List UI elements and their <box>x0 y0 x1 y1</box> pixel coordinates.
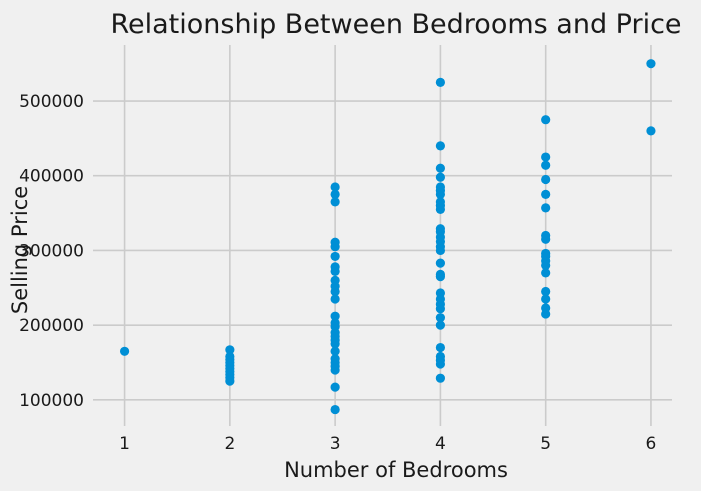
data-point <box>330 382 340 392</box>
data-point <box>541 294 551 304</box>
y-tick-label: 200000 <box>19 316 84 336</box>
data-point <box>435 320 445 330</box>
data-point <box>541 248 551 259</box>
y-tick-labels: 100000 200000 300000 400000 500000 <box>19 92 84 411</box>
y-tick-label: 500000 <box>19 92 84 112</box>
data-point <box>541 160 551 170</box>
y-tick-label: 100000 <box>19 391 84 411</box>
data-point <box>330 294 340 304</box>
data-point <box>435 373 445 383</box>
data-point <box>330 182 340 192</box>
data-point <box>330 318 340 328</box>
data-point <box>541 286 551 297</box>
data-point <box>435 258 445 268</box>
data-point <box>435 342 445 353</box>
data-point <box>541 174 551 185</box>
data-point <box>330 311 340 321</box>
y-axis-title: Selling Price <box>8 186 32 314</box>
data-point <box>119 346 130 356</box>
data-point <box>435 172 445 182</box>
x-tick-label: 1 <box>119 434 130 454</box>
data-point <box>646 59 656 69</box>
data-point <box>541 230 551 241</box>
data-point <box>225 351 235 362</box>
data-point <box>646 126 656 136</box>
data-point <box>435 313 445 323</box>
data-point <box>435 351 445 362</box>
chart-title: Relationship Between Bedrooms and Price <box>110 9 681 40</box>
data-point <box>330 251 340 262</box>
data-point <box>330 189 340 200</box>
data-point <box>435 224 445 234</box>
x-tick-label: 5 <box>540 434 551 454</box>
data-point <box>435 163 445 173</box>
data-point <box>541 115 551 125</box>
x-tick-label: 2 <box>224 434 235 454</box>
x-tick-label: 4 <box>435 434 446 454</box>
x-axis-title: Number of Bedrooms <box>284 458 508 482</box>
data-point <box>330 346 340 356</box>
data-point <box>330 354 340 364</box>
x-tick-label: 6 <box>646 434 657 454</box>
x-tick-labels: 1 2 3 4 5 6 <box>119 434 656 454</box>
data-point <box>541 152 551 162</box>
y-tick-label: 400000 <box>19 167 84 187</box>
data-point <box>330 404 340 415</box>
data-point <box>330 237 340 247</box>
data-point <box>435 269 445 279</box>
data-point <box>435 288 445 298</box>
y-tick-label: 300000 <box>19 241 84 261</box>
data-point <box>330 275 340 285</box>
data-point <box>435 197 445 207</box>
data-point <box>225 345 235 355</box>
data-point <box>330 262 340 272</box>
data-points <box>119 59 656 415</box>
x-tick-label: 3 <box>330 434 341 454</box>
data-point <box>541 203 551 213</box>
data-point <box>541 189 551 200</box>
data-point <box>435 77 445 87</box>
data-point <box>330 197 340 207</box>
data-point <box>435 182 445 192</box>
data-point <box>435 141 445 151</box>
data-point <box>541 303 551 313</box>
data-point <box>541 268 551 278</box>
